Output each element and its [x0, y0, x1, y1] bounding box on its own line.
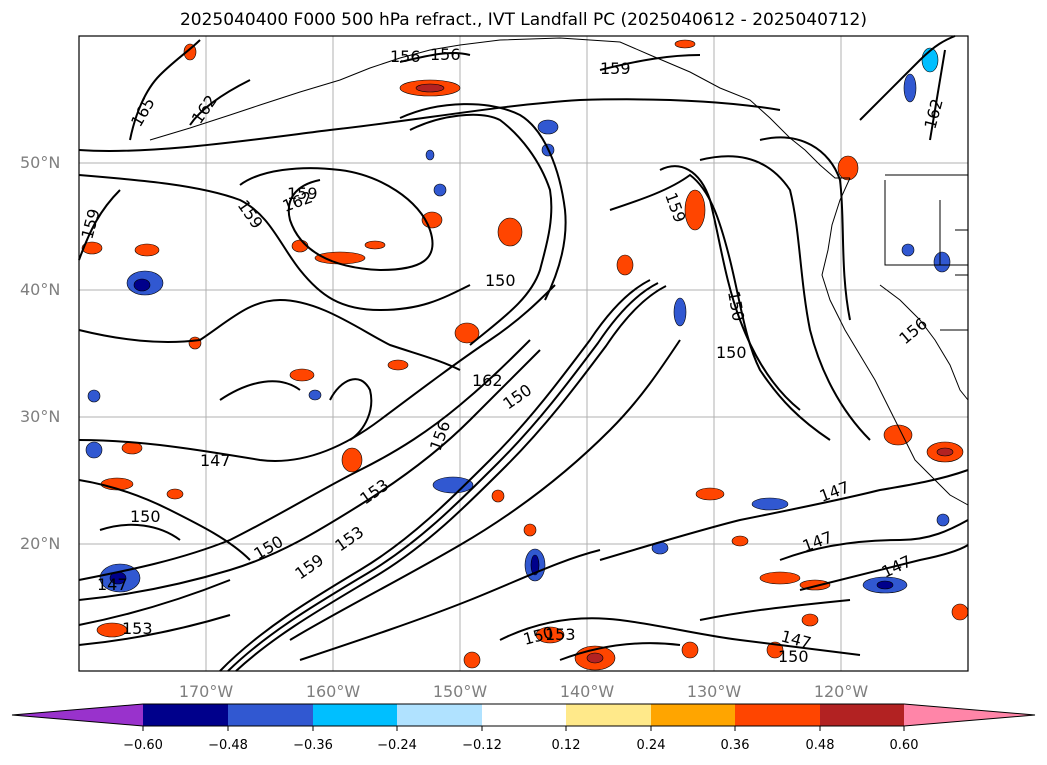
lon-label: 160°W	[305, 682, 361, 701]
colorbar-segment	[482, 704, 566, 726]
refractivity-patches	[81, 39, 969, 671]
colorbar-tick-label: −0.36	[293, 738, 333, 753]
lat-label: 20°N	[20, 534, 61, 553]
colorbar-tick-label: −0.48	[208, 738, 248, 753]
colorbar-tick-label: −0.60	[123, 738, 163, 753]
colorbar-tick-label: 0.36	[720, 738, 750, 753]
colorbar-segment	[228, 704, 313, 726]
map-title: 2025040400 F000 500 hPa refract., IVT La…	[179, 10, 867, 30]
colorbar-segment	[397, 704, 482, 726]
contour-label: 147	[97, 575, 128, 594]
colorbar-segment	[566, 704, 651, 726]
colorbar	[11, 703, 1036, 731]
colorbar-tick-label: −0.12	[462, 738, 502, 753]
lon-label: 130°W	[686, 682, 742, 701]
lon-label: 170°W	[178, 682, 234, 701]
contour-label: 159	[287, 184, 318, 203]
contour-label: 150	[716, 343, 747, 362]
colorbar-segment	[651, 704, 735, 726]
colorbar-high-extension	[904, 704, 1035, 726]
lat-label: 50°N	[20, 153, 61, 172]
gridlines	[79, 36, 968, 671]
contour-label: 156	[390, 47, 421, 66]
contour-label: 147	[200, 451, 231, 470]
colorbar-segment	[313, 704, 397, 726]
contour-label: 150	[130, 507, 161, 526]
colorbar-tick-label: −0.24	[377, 738, 417, 753]
lon-label: 150°W	[432, 682, 488, 701]
contour-label: 153	[122, 619, 153, 638]
colorbar-segment	[820, 704, 904, 726]
lon-label: 140°W	[559, 682, 615, 701]
lat-label: 40°N	[20, 280, 61, 299]
colorbar-segment	[735, 704, 820, 726]
refractivity-contours	[78, 35, 969, 672]
coastlines	[149, 37, 969, 506]
contour-label: 150	[485, 271, 516, 290]
contour-label: 150	[778, 647, 809, 666]
colorbar-tick-label: 0.48	[805, 738, 835, 753]
contour-label: 159	[600, 59, 631, 78]
lat-label: 30°N	[20, 407, 61, 426]
lon-label: 120°W	[813, 682, 869, 701]
colorbar-tick-label: 0.12	[551, 738, 581, 753]
colorbar-low-extension	[12, 704, 143, 726]
colorbar-segment	[143, 704, 228, 726]
contour-label: 153	[545, 625, 576, 644]
colorbar-tick-label: 0.60	[889, 738, 919, 753]
colorbar-tick-label: 0.24	[636, 738, 666, 753]
contour-label: 156	[430, 45, 461, 64]
contour-label: 162	[472, 371, 503, 390]
map-frame	[78, 35, 969, 672]
